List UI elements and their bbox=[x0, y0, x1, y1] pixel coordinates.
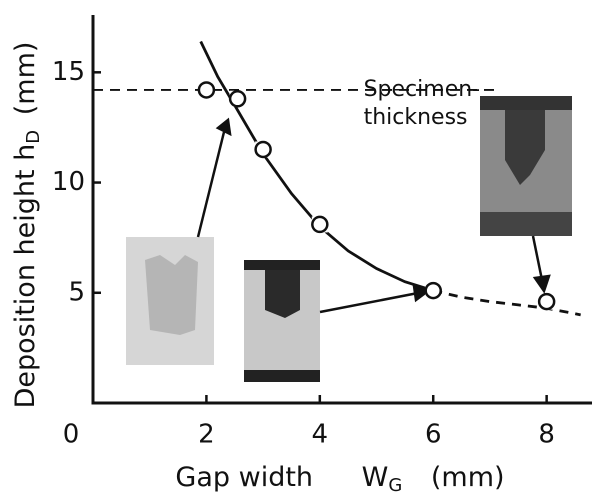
photo bbox=[244, 260, 320, 270]
photo-insets bbox=[126, 96, 572, 382]
x-label-symbol: W bbox=[362, 462, 389, 493]
y-axis-label: Deposition height hD (mm) bbox=[10, 42, 49, 409]
y-tick-label: 10 bbox=[52, 167, 85, 197]
photo bbox=[145, 255, 198, 335]
x-label-unit: (mm) bbox=[431, 462, 505, 493]
reference-label: Specimen- bbox=[364, 77, 481, 102]
x-tick-label: 6 bbox=[425, 420, 442, 450]
data-point bbox=[228, 90, 247, 108]
photo bbox=[480, 96, 572, 110]
x-axis-label: Gap width WG (mm) bbox=[175, 462, 504, 501]
y-label-subscript: D bbox=[23, 130, 44, 144]
data-point bbox=[537, 292, 556, 311]
arrows bbox=[196, 117, 551, 314]
y-label-text: Deposition height bbox=[10, 169, 41, 408]
photo bbox=[480, 212, 572, 236]
photo bbox=[265, 270, 300, 318]
y-label-unit: (mm) bbox=[10, 42, 41, 116]
arrow bbox=[319, 291, 419, 314]
y-tick-label: 5 bbox=[68, 277, 85, 307]
y-label-symbol: h bbox=[10, 144, 41, 161]
reference-label: thickness bbox=[364, 105, 468, 130]
x-tick-label: 0 bbox=[63, 420, 80, 450]
fit-curve bbox=[199, 40, 434, 292]
arrow-head bbox=[215, 117, 232, 137]
data-point bbox=[197, 81, 216, 99]
data-point bbox=[254, 140, 272, 159]
arrow bbox=[196, 131, 226, 238]
arrow-head bbox=[412, 284, 431, 303]
photo bbox=[505, 110, 545, 185]
x-label-subscript: G bbox=[388, 475, 402, 496]
arrow bbox=[531, 235, 544, 281]
x-tick-label: 2 bbox=[198, 420, 215, 450]
x-tick-label: 8 bbox=[538, 420, 555, 450]
data-point bbox=[311, 215, 329, 234]
fit-curve bbox=[432, 289, 581, 317]
data-point bbox=[424, 281, 442, 300]
arrow-head bbox=[532, 274, 551, 294]
x-label-text: Gap width bbox=[175, 462, 313, 493]
x-tick-label: 4 bbox=[312, 420, 329, 450]
y-tick-label: 15 bbox=[52, 57, 85, 87]
photo bbox=[244, 370, 320, 382]
